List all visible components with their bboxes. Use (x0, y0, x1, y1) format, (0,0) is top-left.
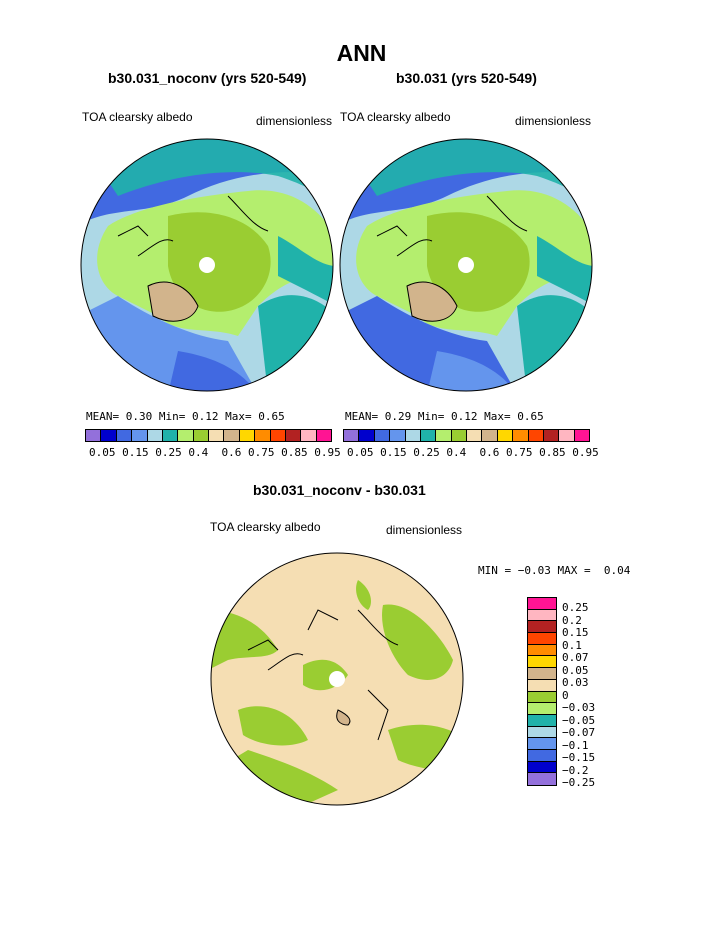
colorbar-swatch (301, 430, 317, 441)
left-colorbar (85, 429, 332, 442)
colorbar-label: −0.03 (562, 701, 596, 714)
colorbar-swatch (390, 430, 406, 441)
right-colorbar (343, 429, 590, 442)
colorbar-label: 0.15 (562, 626, 589, 639)
colorbar-swatch (528, 633, 556, 645)
difference-minmax: MIN = −0.03 MAX = 0.04 (478, 564, 631, 577)
colorbar-label: 0.03 (562, 676, 589, 689)
difference-pole-mask (329, 671, 345, 687)
colorbar-swatch (451, 430, 467, 441)
colorbar-swatch (209, 430, 225, 441)
colorbar-swatch (285, 430, 302, 441)
colorbar-swatch (101, 430, 117, 441)
colorbar-swatch (528, 773, 556, 785)
colorbar-swatch (193, 430, 209, 441)
colorbar-swatch (316, 430, 331, 441)
right-panel-title: b30.031 (yrs 520-549) (396, 70, 537, 86)
colorbar-swatch (178, 430, 194, 441)
colorbar-swatch (528, 668, 556, 680)
colorbar-swatch (528, 598, 556, 610)
left-pole-mask (199, 257, 215, 273)
colorbar-swatch (224, 430, 240, 441)
colorbar-swatch (132, 430, 148, 441)
colorbar-swatch (528, 738, 556, 750)
difference-colorbar-labels: 0.25 0.2 0.15 0.1 0.07 0.05 0.03 0 −0.03 −0.05 −0.… (562, 601, 596, 790)
figure-title: ANN (336, 40, 387, 66)
colorbar-swatch (559, 430, 575, 441)
colorbar-label: 0 (562, 688, 569, 702)
colorbar-swatch (116, 430, 133, 441)
colorbar-label: 0.25 (562, 601, 589, 614)
colorbar-swatch (420, 430, 437, 441)
difference-units-label: dimensionless (386, 523, 463, 537)
left-colorbar-labels: 0.05 0.15 0.25 0.4 0.6 0.75 0.85 0.95 (89, 446, 341, 459)
colorbar-label: 0.05 (562, 663, 589, 677)
colorbar-swatch (528, 761, 556, 774)
colorbar-swatch (147, 430, 163, 441)
colorbar-swatch (528, 691, 556, 704)
colorbar-swatch (359, 430, 375, 441)
colorbar-swatch (528, 430, 544, 441)
colorbar-swatch (528, 656, 556, 669)
colorbar-swatch (528, 703, 556, 715)
right-variable-label: TOA clearsky albedo (340, 110, 451, 124)
colorbar-label: 0.07 (562, 651, 589, 664)
colorbar-swatch (528, 749, 556, 762)
colorbar-label: −0.2 (562, 763, 589, 777)
colorbar-swatch (528, 679, 556, 692)
colorbar-swatch (543, 430, 560, 441)
left-stats: MEAN= 0.30 Min= 0.12 Max= 0.65 (86, 410, 285, 423)
colorbar-swatch (528, 609, 556, 622)
colorbar-swatch (270, 430, 286, 441)
colorbar-swatch (528, 714, 556, 727)
colorbar-label: −0.05 (562, 713, 596, 727)
colorbar-label: −0.25 (562, 776, 596, 789)
colorbar-swatch (482, 430, 498, 441)
colorbar-swatch (405, 430, 421, 441)
difference-polar-map (210, 552, 464, 806)
colorbar-swatch (162, 430, 179, 441)
colorbar-swatch (344, 430, 360, 441)
right-stats: MEAN= 0.29 Min= 0.12 Max= 0.65 (345, 410, 544, 423)
right-pole-mask (458, 257, 474, 273)
right-units-label: dimensionless (515, 114, 592, 128)
colorbar-label: 0.1 (562, 638, 582, 652)
colorbar-label: −0.1 (562, 738, 589, 752)
colorbar-swatch (467, 430, 483, 441)
colorbar-swatch (574, 430, 589, 441)
left-units-label: dimensionless (256, 114, 333, 128)
colorbar-swatch (528, 644, 556, 657)
difference-colorbar (527, 597, 557, 786)
colorbar-swatch (436, 430, 452, 441)
colorbar-swatch (374, 430, 391, 441)
left-polar-map (80, 138, 334, 392)
colorbar-swatch (239, 430, 256, 441)
right-colorbar-labels: 0.05 0.15 0.25 0.4 0.6 0.75 0.85 0.95 (347, 446, 599, 459)
colorbar-swatch (513, 430, 529, 441)
colorbar-label: −0.07 (562, 726, 596, 739)
colorbar-swatch (528, 726, 556, 739)
right-polar-map (339, 138, 593, 392)
difference-title: b30.031_noconv - b30.031 (253, 482, 426, 498)
colorbar-label: −0.15 (562, 751, 596, 764)
left-panel-title: b30.031_noconv (yrs 520-549) (108, 70, 307, 86)
colorbar-label: 0.2 (562, 613, 582, 627)
colorbar-swatch (528, 621, 556, 634)
colorbar-swatch (255, 430, 271, 441)
left-variable-label: TOA clearsky albedo (82, 110, 193, 124)
colorbar-swatch (497, 430, 514, 441)
colorbar-swatch (86, 430, 102, 441)
difference-variable-label: TOA clearsky albedo (210, 520, 321, 534)
